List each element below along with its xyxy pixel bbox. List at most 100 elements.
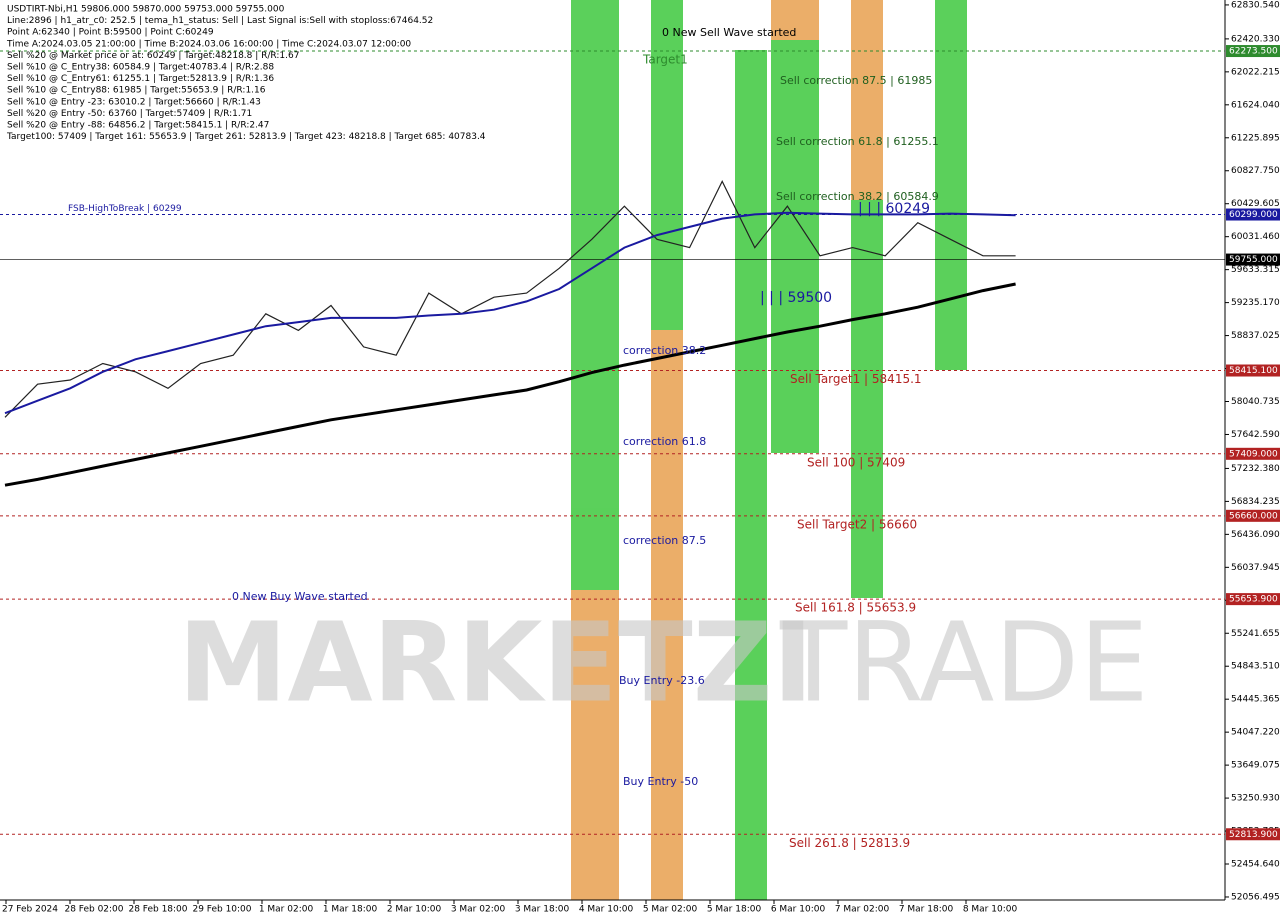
y-tick-label: 61225.895 xyxy=(1231,133,1280,143)
x-tick-label: 7 Mar 02:00 xyxy=(835,905,890,915)
zone xyxy=(771,40,819,453)
y-tick-label: 54047.220 xyxy=(1231,728,1280,738)
level-label: Sell 161.8 | 55653.9 xyxy=(795,601,916,615)
zone xyxy=(735,50,767,900)
zones xyxy=(571,0,967,900)
x-tick-label: 27 Feb 2024 xyxy=(2,905,58,915)
zone xyxy=(651,330,683,900)
x-tick-label: 3 Mar 02:00 xyxy=(451,905,506,915)
info-line: Sell %20 @ Market price or at: 60249 | T… xyxy=(7,51,299,61)
level-label: Sell 100 | 57409 xyxy=(807,455,905,469)
annotation: 0 New Buy Wave started xyxy=(232,590,368,603)
x-tick-label: 8 Mar 10:00 xyxy=(963,905,1018,915)
price-tag xyxy=(1226,45,1280,58)
watermark: MARKETZI xyxy=(178,598,813,726)
x-tick-label: 4 Mar 10:00 xyxy=(579,905,634,915)
y-tick-label: 56834.235 xyxy=(1231,497,1280,507)
y-tick-label: 53250.930 xyxy=(1231,794,1280,804)
annotation: correction 61.8 xyxy=(623,435,706,448)
annotation: 0 New Sell Wave started xyxy=(662,26,796,39)
x-tick-label: 5 Mar 02:00 xyxy=(643,905,698,915)
x-tick-label: 6 Mar 10:00 xyxy=(771,905,826,915)
price-tag-label: 60299.000 xyxy=(1229,210,1278,220)
info-line: Sell %10 @ C_Entry38: 60584.9 | Target:4… xyxy=(7,63,274,73)
x-tick-label: 5 Mar 18:00 xyxy=(707,905,762,915)
info-line: USDTIRT-Nbi,H1 59806.000 59870.000 59753… xyxy=(7,5,285,15)
x-tick-label: 29 Feb 10:00 xyxy=(192,905,251,915)
level-label: FSB-HighToBreak | 60299 xyxy=(68,204,182,214)
annotation: Buy Entry -23.6 xyxy=(619,674,705,687)
price-tag xyxy=(1226,828,1280,841)
price-tag-label: 57409.000 xyxy=(1229,449,1278,459)
x-tick-label: 2 Mar 10:00 xyxy=(387,905,442,915)
zone xyxy=(651,0,683,330)
y-tick-label: 56037.945 xyxy=(1231,563,1280,573)
x-tick-label: 7 Mar 18:00 xyxy=(899,905,954,915)
zone xyxy=(935,0,967,370)
y-tick-label: 52454.640 xyxy=(1231,860,1280,870)
series-line xyxy=(4,211,1016,415)
x-tick-label: 28 Feb 18:00 xyxy=(128,905,187,915)
y-tick-label: 57232.380 xyxy=(1231,464,1280,474)
price-tag xyxy=(1226,208,1280,221)
price-tag-label: 58415.100 xyxy=(1229,366,1278,376)
price-tag xyxy=(1226,447,1280,460)
price-tag xyxy=(1226,593,1280,606)
level-label: Sell Target2 | 56660 xyxy=(797,517,917,531)
info-line: Line:2896 | h1_atr_c0: 252.5 | tema_h1_s… xyxy=(7,16,433,26)
price-tag-label: 62273.500 xyxy=(1229,47,1278,57)
level-label: Target1 xyxy=(642,53,688,67)
y-tick-label: 62420.330 xyxy=(1231,34,1280,44)
y-tick-label: 53649.075 xyxy=(1231,761,1280,771)
y-tick-label: 62830.540 xyxy=(1231,0,1280,10)
y-tick-label: 60031.460 xyxy=(1231,232,1280,242)
annotation: Sell correction 38.2 | 60584.9 xyxy=(776,190,939,203)
annotation: Sell correction 87.5 | 61985 xyxy=(780,74,932,87)
watermark: TRADE xyxy=(779,598,1149,726)
level-label: Sell Target1 | 58415.1 xyxy=(790,372,922,386)
info-line: Sell %20 @ Entry -50: 63760 | Target:574… xyxy=(7,109,252,119)
x-tick-label: 3 Mar 18:00 xyxy=(515,905,570,915)
x-tick-label: 1 Mar 18:00 xyxy=(323,905,378,915)
y-tick-label: 58040.735 xyxy=(1231,397,1280,407)
level-label: Sell 261.8 | 52813.9 xyxy=(789,836,910,850)
y-tick-label: 60429.605 xyxy=(1231,199,1280,209)
y-tick-label: 56436.090 xyxy=(1231,530,1280,540)
x-tick-label: 1 Mar 02:00 xyxy=(259,905,314,915)
info-line: Point A:62340 | Point B:59500 | Point C:… xyxy=(7,28,214,38)
y-tick-label: 58837.025 xyxy=(1231,331,1280,341)
zone xyxy=(571,590,619,900)
y-tick-label: 54843.510 xyxy=(1231,662,1280,672)
price-tag-label: 55653.900 xyxy=(1229,595,1278,605)
price-tag xyxy=(1226,364,1280,377)
price-tag-label: 56660.000 xyxy=(1229,511,1278,521)
price-tag-label: 52813.900 xyxy=(1229,830,1278,840)
x-tick-label: 28 Feb 02:00 xyxy=(64,905,123,915)
y-tick-label: 55241.655 xyxy=(1231,629,1280,639)
annotation: | | | 60249 xyxy=(858,201,930,217)
info-line: Sell %10 @ C_Entry88: 61985 | Target:556… xyxy=(7,86,266,96)
price-tag-label: 59755.000 xyxy=(1229,255,1278,265)
info-line: Sell %20 @ Entry -88: 64856.2 | Target:5… xyxy=(7,121,269,131)
zone xyxy=(851,200,883,598)
y-tick-label: 54445.365 xyxy=(1231,695,1280,705)
y-tick-label: 59235.170 xyxy=(1231,298,1280,308)
annotation: correction 38.2 xyxy=(623,344,706,357)
zone xyxy=(851,0,883,200)
zone xyxy=(571,0,619,590)
annotation: correction 87.5 xyxy=(623,534,706,547)
y-tick-label: 57642.590 xyxy=(1231,430,1280,440)
y-tick-label: 60827.750 xyxy=(1231,166,1280,176)
info-line: Target100: 57409 | Target 161: 55653.9 |… xyxy=(6,132,486,142)
price-tag xyxy=(1226,253,1280,266)
series-line xyxy=(4,282,1016,487)
y-tick-label: 52056.495 xyxy=(1231,892,1280,902)
annotation: Buy Entry -50 xyxy=(623,775,698,788)
annotation: Sell correction 61.8 | 61255.1 xyxy=(776,135,939,148)
zone xyxy=(771,0,819,40)
y-tick-label: 59633.315 xyxy=(1231,265,1280,275)
series-line xyxy=(4,179,1016,418)
info-line: Sell %10 @ C_Entry61: 61255.1 | Target:5… xyxy=(7,74,274,84)
